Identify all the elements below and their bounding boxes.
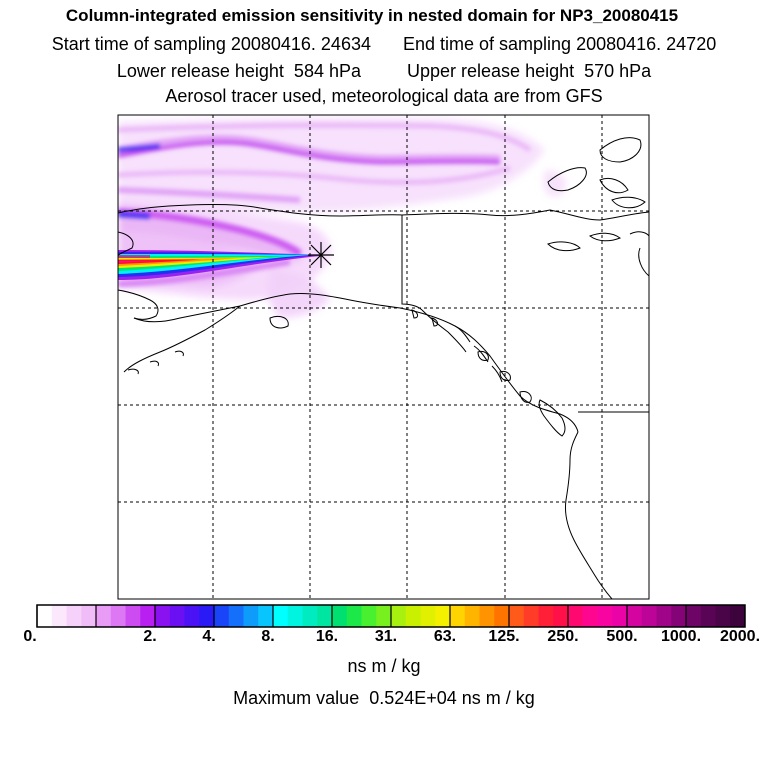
colorbar-cell — [199, 605, 215, 627]
colorbar-cell — [700, 605, 716, 627]
map-frame — [117, 114, 650, 600]
colorbar-cell — [125, 605, 141, 627]
colorbar-cell — [66, 605, 82, 627]
colorbar-cell — [140, 605, 156, 627]
colorbar-tick-label: 2. — [143, 628, 157, 645]
colorbar-cell — [243, 605, 259, 627]
end-time: End time of sampling 20080416. 24720 — [402, 34, 717, 54]
colorbar-cell — [346, 605, 362, 627]
start-time: Start time of sampling 20080416. 24634 — [51, 34, 371, 54]
tracer-info: Aerosol tracer used, meteorological data… — [165, 86, 603, 106]
colorbar-cell — [317, 605, 333, 627]
release-heights: Lower release height 584 hPa Upper releas… — [0, 61, 768, 82]
sampling-times: Start time of sampling 20080416. 24634 En… — [0, 34, 768, 55]
upper-release-height: Upper release height 570 hPa — [407, 61, 652, 81]
colorbar — [36, 604, 746, 628]
colorbar-cell — [538, 605, 554, 627]
colorbar-cell — [671, 605, 687, 627]
colorbar-cell — [509, 605, 525, 627]
colorbar-tick-label: 125. — [488, 628, 520, 645]
colorbar-cell — [568, 605, 584, 627]
lat-lon-grid — [118, 115, 649, 599]
colorbar-cell — [332, 605, 348, 627]
colorbar-cell — [361, 605, 377, 627]
colorbar-cell — [37, 605, 53, 627]
colorbar-cell — [523, 605, 539, 627]
plot-title: Column-integrated emission sensitivity i… — [65, 6, 679, 25]
colorbar-tick-label: 500. — [606, 628, 638, 645]
colorbar-tick-label: 16. — [315, 628, 339, 645]
colorbar-cell — [494, 605, 510, 627]
colorbar-tick-label: 4. — [202, 628, 216, 645]
colorbar-cell — [627, 605, 643, 627]
colorbar-cell — [553, 605, 569, 627]
colorbar-tick-labels: 0. 2. 4. 8. 16. 31. 63. 125. 250. 500. 1000. 2000. — [0, 628, 768, 652]
maximum-value: Maximum value 0.524E+04 ns m / kg — [233, 688, 535, 708]
coastlines — [118, 137, 649, 599]
colorbar-tick-label: 63. — [433, 628, 457, 645]
colorbar-cell — [479, 605, 495, 627]
receptor-x-marker — [308, 242, 334, 268]
colorbar-cell — [214, 605, 230, 627]
colorbar-cell — [597, 605, 613, 627]
colorbar-cell — [464, 605, 480, 627]
colorbar-cell — [287, 605, 303, 627]
plume-core — [118, 250, 320, 280]
colorbar-cell — [582, 605, 598, 627]
colorbar-frame — [36, 604, 746, 628]
colorbar-cell — [96, 605, 112, 627]
lower-release-height: Lower release height 584 hPa — [116, 61, 361, 81]
colorbar-cell — [228, 605, 244, 627]
colorbar-cell — [184, 605, 200, 627]
colorbar-cell — [110, 605, 126, 627]
colorbar-cell — [686, 605, 702, 627]
colorbar-cell — [302, 605, 318, 627]
colorbar-cell — [420, 605, 436, 627]
colorbar-cell — [169, 605, 185, 627]
colorbar-tick-label: 250. — [547, 628, 579, 645]
colorbar-units: ns m / kg — [347, 656, 421, 676]
colorbar-cell — [273, 605, 289, 627]
colorbar-cell — [258, 605, 274, 627]
colorbar-cell — [730, 605, 746, 627]
colorbar-tick-label: 2000. — [719, 628, 761, 645]
colorbar-cell — [435, 605, 451, 627]
colorbar-tick-label: 1000. — [660, 628, 702, 645]
colorbar-cell — [641, 605, 657, 627]
sensitivity-map — [117, 114, 650, 600]
colorbar-cell — [405, 605, 421, 627]
colorbar-cell — [656, 605, 672, 627]
colorbar-cell — [450, 605, 466, 627]
colorbar-cell — [715, 605, 731, 627]
colorbar-cell — [81, 605, 97, 627]
colorbar-tick-label: 8. — [261, 628, 275, 645]
political-borders — [401, 215, 649, 413]
colorbar-cell — [376, 605, 392, 627]
colorbar-cell — [391, 605, 407, 627]
colorbar-cell — [155, 605, 171, 627]
colorbar-tick-label: 31. — [374, 628, 398, 645]
colorbar-tick-label: 0. — [23, 628, 37, 645]
colorbar-cell — [612, 605, 628, 627]
colorbar-cell — [51, 605, 67, 627]
